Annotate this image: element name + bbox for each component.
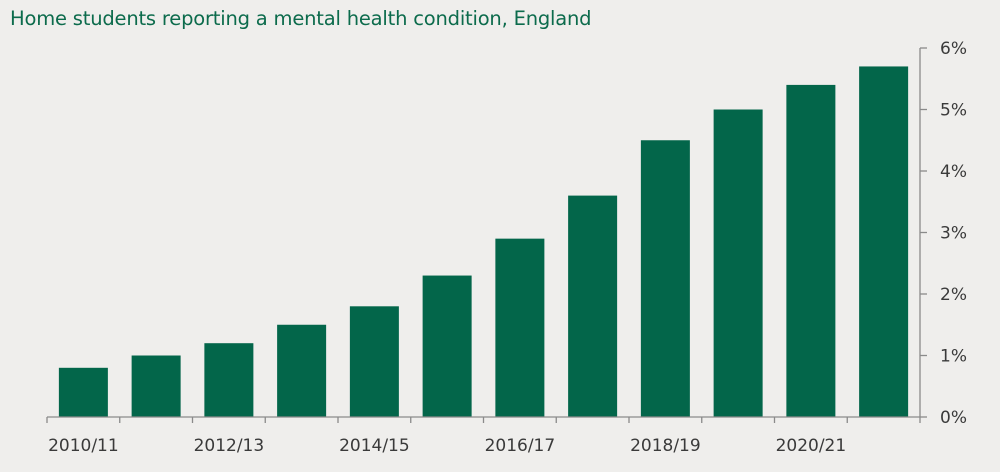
bar-2011/12 (131, 355, 181, 417)
bar-2012/13 (204, 343, 254, 417)
bar-2017/18 (568, 195, 618, 417)
y-tick-label: 0% (940, 408, 967, 428)
bar-2018/19 (640, 140, 690, 417)
chart-title: Home students reporting a mental health … (10, 7, 592, 30)
x-tick-label: 2020/21 (776, 436, 847, 456)
bar-2013/14 (277, 324, 327, 417)
y-tick-label: 1% (940, 347, 967, 367)
x-tick-label: 2016/17 (485, 436, 556, 456)
y-tick-label: 5% (940, 101, 967, 121)
bar-2019/20 (713, 109, 763, 417)
y-tick-label: 4% (940, 162, 967, 182)
bar-2015/16 (422, 275, 472, 417)
y-tick-label: 2% (940, 285, 967, 305)
bar-2020/21 (786, 84, 836, 418)
x-tick-label: 2018/19 (630, 436, 701, 456)
y-tick-label: 6% (940, 39, 967, 59)
x-tick-label: 2014/15 (339, 436, 410, 456)
bar-2021/22 (859, 66, 909, 417)
bar-2014/15 (349, 306, 399, 417)
bar-2016/17 (495, 238, 545, 417)
y-tick-label: 3% (940, 224, 967, 244)
x-tick-label: 2010/11 (48, 436, 119, 456)
bar-2010/11 (58, 367, 108, 417)
x-tick-label: 2012/13 (194, 436, 265, 456)
